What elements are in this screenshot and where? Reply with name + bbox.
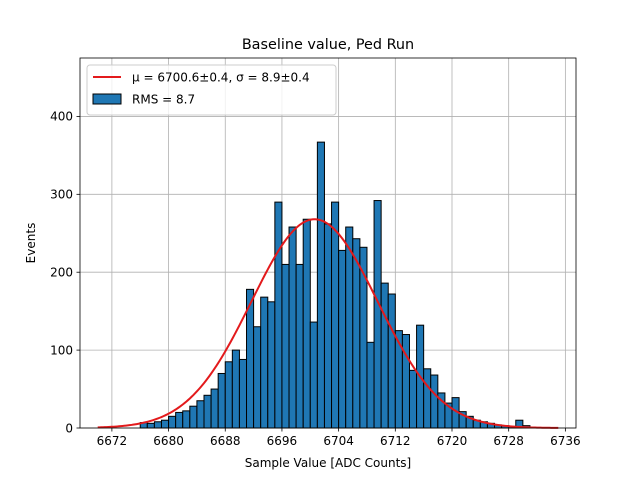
y-tick-label: 300 xyxy=(50,188,73,202)
gaussian-fit xyxy=(97,218,559,429)
y-tick-label: 200 xyxy=(50,266,73,280)
histogram-bar xyxy=(345,226,354,429)
histogram-bar xyxy=(430,374,439,429)
histogram-bar xyxy=(260,296,269,429)
histogram-bar xyxy=(224,361,233,429)
x-tick-label: 6736 xyxy=(550,434,581,448)
histogram-bar xyxy=(408,369,418,429)
histogram-bar xyxy=(203,394,212,429)
histogram-bar xyxy=(387,293,396,429)
histogram-bar xyxy=(153,421,162,429)
fit-curve xyxy=(97,218,559,429)
histogram-bar xyxy=(338,249,347,429)
x-ticks: 6672 6680 6688 6696 6704 6712 6720 6728 6736 xyxy=(97,428,581,448)
y-tick-label: 0 xyxy=(65,421,73,435)
chart-title: Baseline value, Ped Run xyxy=(242,37,414,53)
histogram-bar xyxy=(196,400,205,429)
axes-frame xyxy=(79,57,577,429)
histogram-bar xyxy=(253,326,262,429)
histogram-bar xyxy=(302,218,311,429)
histogram-bar xyxy=(401,334,410,429)
histogram-bar xyxy=(423,368,432,429)
legend-hist-patch xyxy=(92,93,122,105)
histogram-bar xyxy=(323,223,333,429)
histogram-bar xyxy=(295,263,304,429)
x-tick-label: 6688 xyxy=(210,434,241,448)
histogram-bar xyxy=(316,141,325,429)
legend-box xyxy=(86,64,337,116)
x-tick-label: 6672 xyxy=(97,434,128,448)
histogram-bar xyxy=(352,238,361,429)
histogram-bar xyxy=(373,200,382,429)
histogram-bar xyxy=(189,405,198,429)
histogram-bar xyxy=(160,419,170,429)
histogram-bar xyxy=(331,201,340,429)
histogram-bar xyxy=(231,349,240,429)
y-tick-label: 100 xyxy=(50,343,73,357)
histogram-bar xyxy=(217,372,226,429)
y-tick-label: 400 xyxy=(50,110,73,124)
histogram-bar xyxy=(281,263,290,429)
histogram-bar xyxy=(267,301,276,429)
x-tick-label: 6696 xyxy=(267,434,298,448)
histogram-bar xyxy=(274,201,283,429)
x-tick-label: 6728 xyxy=(493,434,524,448)
legend: μ = 6700.6±0.4, σ = 8.9±0.4 RMS = 8.7 xyxy=(86,64,337,116)
x-axis-label: Sample Value [ADC Counts] xyxy=(245,456,411,470)
legend-hist-label: RMS = 8.7 xyxy=(132,93,195,107)
histogram-bar xyxy=(238,358,248,429)
y-axis-label: Events xyxy=(24,223,38,264)
histogram-bar xyxy=(168,415,177,429)
histogram-bar xyxy=(175,411,184,429)
histogram-bar xyxy=(380,282,389,429)
legend-fit-label: μ = 6700.6±0.4, σ = 8.9±0.4 xyxy=(132,71,310,85)
histogram-bar xyxy=(366,341,375,429)
histogram-bar xyxy=(210,388,219,429)
histogram-bar xyxy=(288,226,297,429)
x-tick-label: 6720 xyxy=(437,434,468,448)
x-tick-label: 6712 xyxy=(380,434,411,448)
histogram-bar xyxy=(182,410,191,429)
histogram-bar xyxy=(146,422,155,429)
x-tick-label: 6680 xyxy=(153,434,184,448)
histogram-bar xyxy=(309,321,318,429)
x-tick-label: 6704 xyxy=(323,434,354,448)
y-ticks: 0 100 200 300 400 xyxy=(50,110,80,435)
